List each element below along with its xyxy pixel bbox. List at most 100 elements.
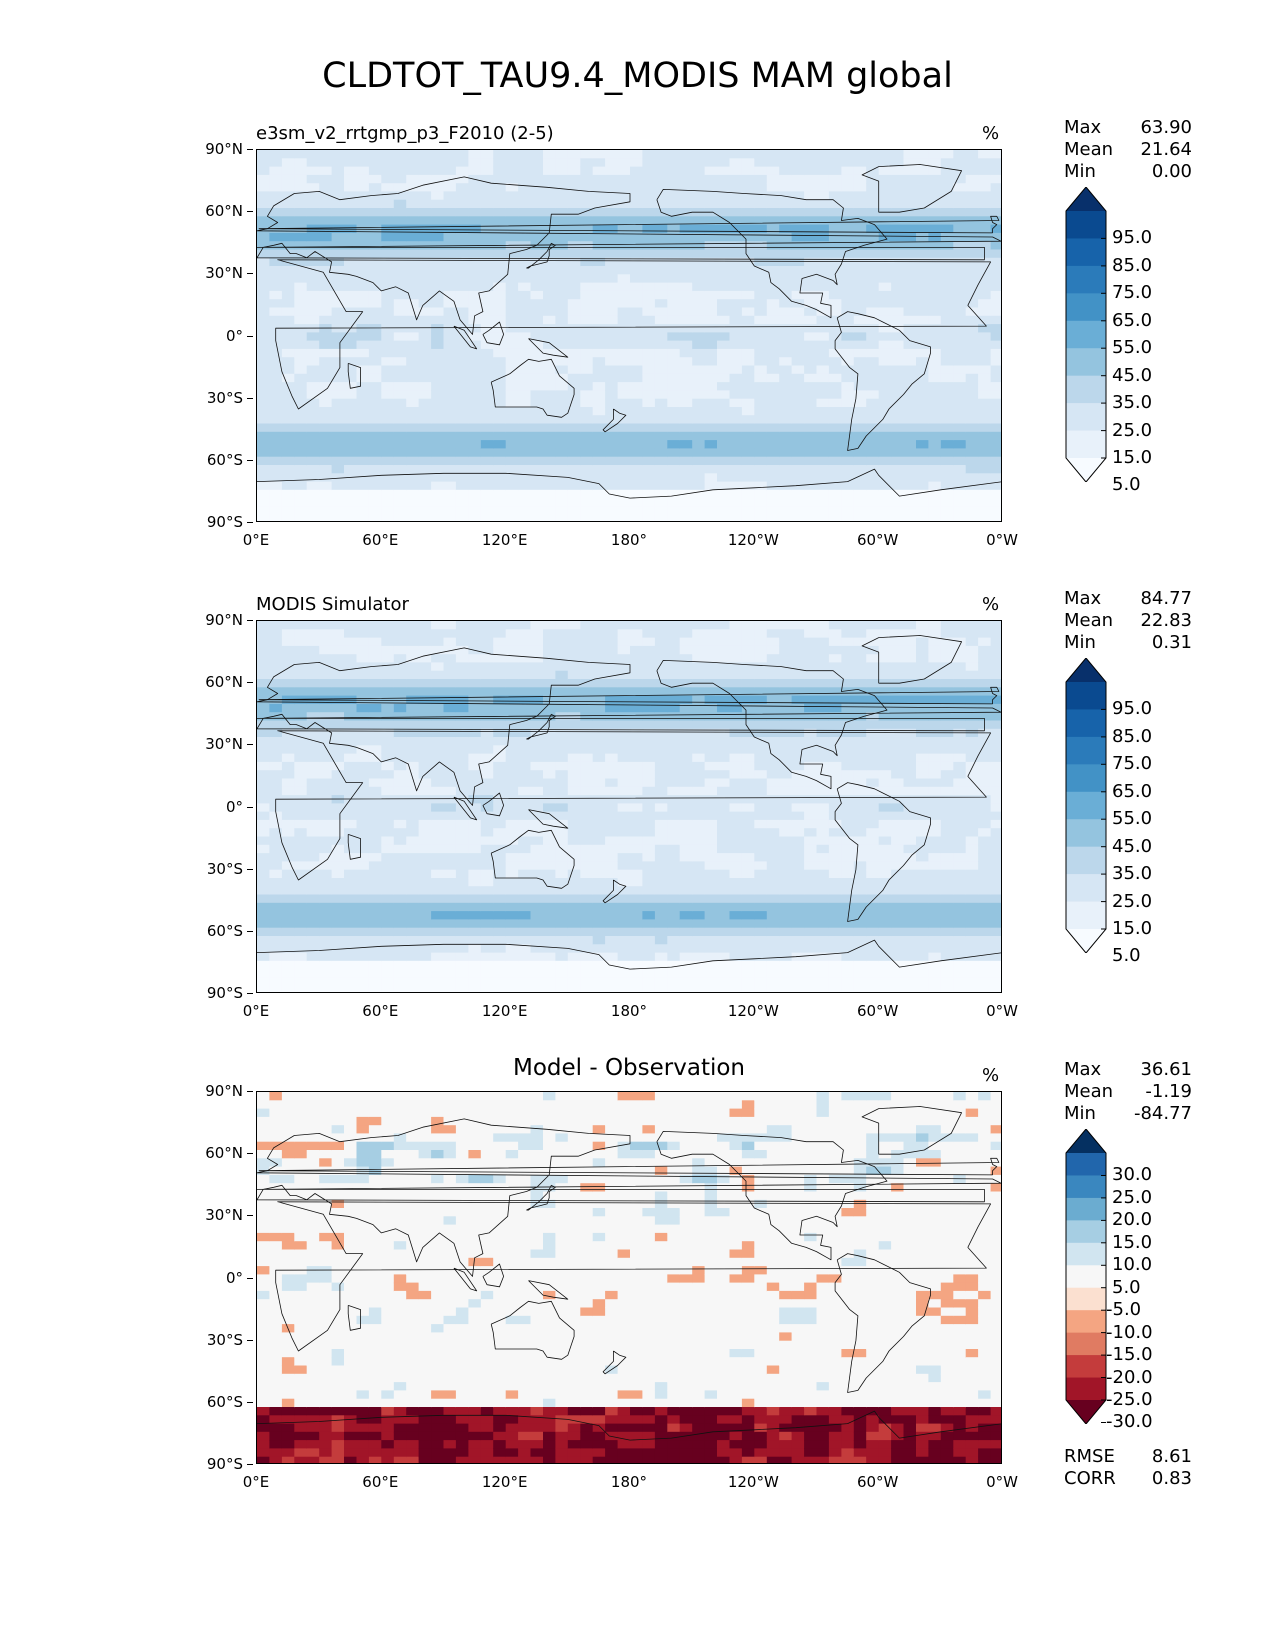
field-cell	[393, 448, 407, 458]
field-cell	[592, 960, 606, 970]
field-cell	[965, 514, 979, 521]
field-cell	[667, 662, 681, 672]
field-cell	[381, 232, 395, 242]
field-cell	[692, 778, 706, 788]
field-cell	[592, 828, 606, 838]
field-cell	[368, 637, 382, 647]
field-cell	[480, 448, 494, 458]
field-cell	[406, 621, 420, 630]
field-cell	[319, 985, 333, 992]
field-cell	[654, 753, 668, 763]
field-cell	[455, 795, 469, 804]
field-cell	[679, 232, 693, 242]
field-cell	[530, 315, 544, 325]
field-cell	[344, 687, 357, 697]
field-cell	[356, 761, 370, 771]
field-cell	[356, 911, 370, 920]
field-cell	[779, 936, 793, 945]
field-cell	[431, 191, 445, 201]
field-cell	[654, 398, 668, 408]
field-cell	[779, 819, 793, 829]
field-cell	[418, 670, 432, 680]
field-cell	[505, 836, 519, 846]
field-cell	[294, 886, 308, 896]
field-cell	[804, 795, 818, 804]
field-cell	[630, 290, 643, 300]
field-cell	[281, 274, 295, 284]
field-cell	[853, 506, 867, 516]
field-cell	[717, 431, 730, 441]
field-cell	[953, 357, 967, 367]
field-cell	[804, 241, 818, 251]
field-cell	[717, 803, 730, 813]
field-cell	[406, 174, 420, 184]
field-cell	[493, 977, 507, 987]
field-cell	[406, 456, 420, 466]
field-cell	[393, 952, 407, 962]
field-cell	[605, 753, 619, 763]
field-cell	[617, 919, 631, 929]
field-cell	[431, 662, 445, 672]
map-area	[256, 149, 1002, 522]
lon-tick-label: 120°W	[727, 531, 779, 549]
field-cell	[518, 737, 532, 746]
field-cell	[257, 365, 270, 375]
panel-model: e3sm_v2_rrtgmp_p3_F2010 (2-5) % Max 63.90…	[0, 117, 1275, 597]
field-cell	[741, 944, 755, 954]
field-cell	[741, 489, 755, 499]
field-cell	[617, 489, 631, 499]
field-cell	[344, 174, 357, 184]
field-cell	[717, 985, 730, 992]
field-cell	[617, 720, 631, 730]
field-cell	[978, 407, 992, 416]
field-cell	[431, 340, 445, 350]
field-cell	[791, 448, 805, 458]
field-cell	[580, 456, 594, 466]
field-cell	[853, 224, 867, 234]
field-cell	[853, 448, 867, 458]
field-cell	[754, 257, 768, 267]
field-cell	[406, 753, 420, 763]
field-cell	[567, 803, 581, 813]
field-cell	[804, 382, 818, 391]
field-cell	[406, 224, 420, 234]
field-cell	[853, 803, 867, 813]
field-cell	[418, 307, 432, 317]
field-cell	[356, 621, 370, 630]
field-cell	[555, 423, 569, 433]
field-cell	[306, 340, 320, 350]
field-cell	[853, 712, 867, 722]
field-cell	[592, 902, 606, 912]
field-cell	[828, 836, 842, 846]
field-cell	[580, 348, 594, 358]
field-cell	[741, 266, 755, 275]
field-cell	[580, 373, 594, 383]
field-cell	[418, 282, 432, 292]
field-cell	[493, 431, 507, 441]
field-cell	[294, 415, 308, 425]
field-cell	[319, 670, 333, 680]
field-cell	[791, 274, 805, 284]
field-cell	[891, 440, 905, 449]
field-cell	[580, 720, 594, 730]
field-cell	[381, 720, 395, 730]
field-cell	[617, 282, 631, 292]
field-cell	[306, 158, 320, 168]
field-cell	[530, 654, 544, 664]
colorbar-tick-label: 85.0	[1112, 254, 1153, 276]
field-cell	[543, 481, 556, 491]
field-cell	[791, 456, 805, 466]
field-cell	[393, 332, 407, 342]
field-cell	[294, 637, 308, 647]
field-cell	[381, 786, 395, 796]
field-cell	[306, 737, 320, 746]
field-cell	[779, 919, 793, 929]
field-cell	[804, 498, 818, 507]
field-cell	[630, 257, 643, 267]
field-cell	[654, 662, 668, 672]
field-cell	[406, 398, 420, 408]
field-cell	[804, 977, 818, 987]
field-cell	[729, 158, 743, 168]
field-cell	[493, 695, 507, 705]
field-cell	[257, 266, 270, 275]
